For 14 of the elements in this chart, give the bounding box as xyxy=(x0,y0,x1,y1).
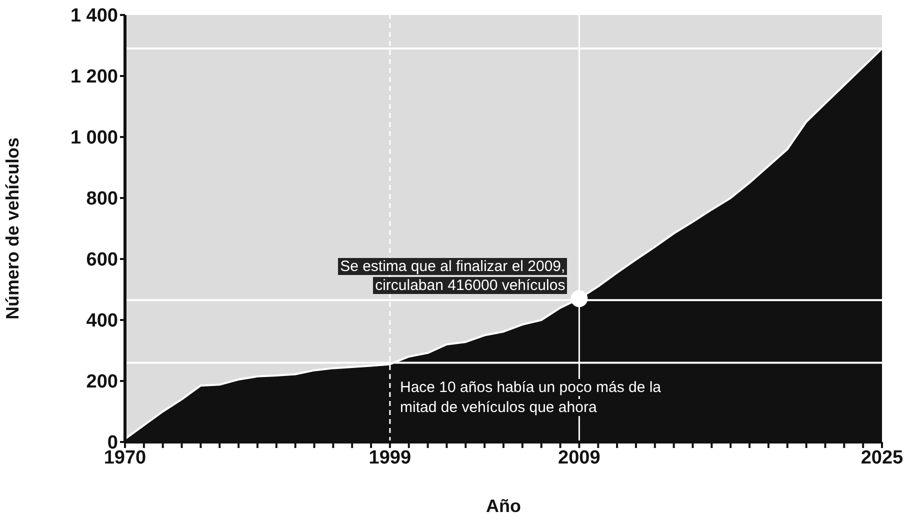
x-tick-label: 1999 xyxy=(368,447,412,468)
y-tick-label: 600 xyxy=(86,250,118,271)
x-tick-label: 2025 xyxy=(860,447,904,468)
y-axis-title: Número de vehículos xyxy=(2,137,22,320)
x-tick-label: 2009 xyxy=(558,447,600,468)
x-axis-title: Año xyxy=(486,496,521,516)
annotation: Se estima que al finalizar el 2009, circulaban 416000 vehículos xyxy=(338,258,568,294)
y-tick-label: 1 200 xyxy=(70,66,118,88)
y-tick-label: 1 400 xyxy=(70,6,118,27)
y-tick-label: 400 xyxy=(86,310,118,332)
y-tick-label: 200 xyxy=(86,372,118,393)
annotation: Hace 10 años había un poco más de la mitad de vehículos que ahora xyxy=(400,379,662,416)
y-tick-label: 1 000 xyxy=(70,128,118,149)
y-tick-label: 800 xyxy=(86,188,118,210)
